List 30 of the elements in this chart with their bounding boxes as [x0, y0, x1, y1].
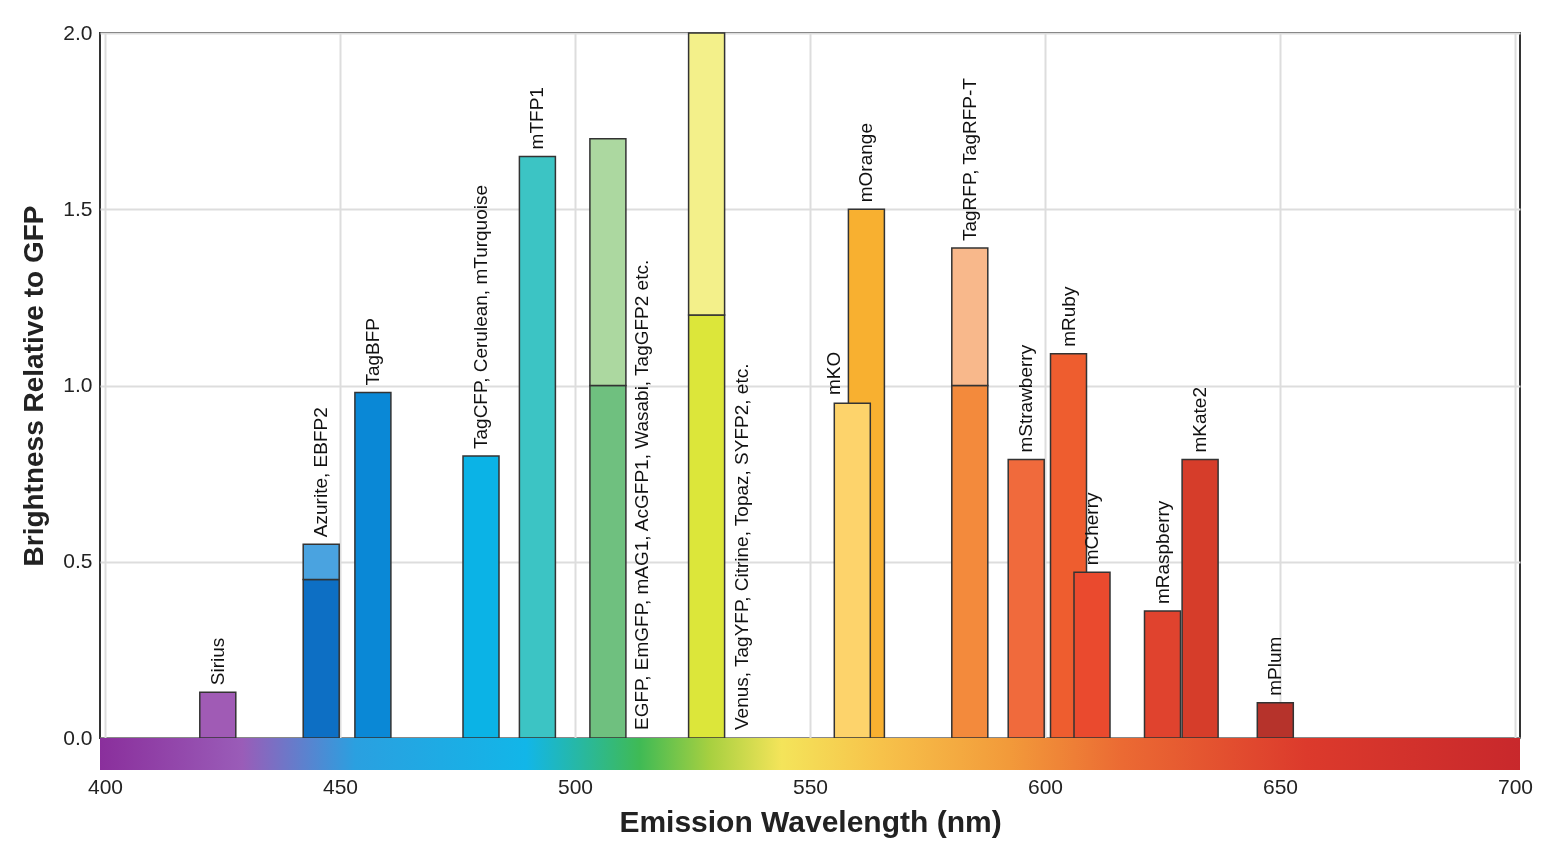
x-axis-title: Emission Wavelength (nm)	[619, 804, 1002, 838]
annotation: mKate2	[1189, 387, 1211, 453]
y-tick-label: 0.0	[63, 725, 93, 749]
y-axis-title: Brightness Relative to GFP	[18, 205, 50, 567]
annotation: mStrawberry	[1015, 344, 1037, 453]
y-tick-label: 1.5	[63, 196, 93, 220]
y-tick-label: 1.0	[63, 373, 93, 396]
annotation: Venus, TagYFP, Citrine, Topaz, SYFP2, etc.	[731, 363, 752, 730]
annotation: mOrange	[855, 123, 877, 203]
annotation: mRaspberry	[1151, 500, 1173, 605]
annotation: mCherry	[1081, 491, 1102, 566]
x-tick-label: 600	[1027, 774, 1064, 798]
annotation: mRuby	[1057, 286, 1079, 347]
annotation: Azurite, EBFP2	[310, 407, 332, 538]
annotation: Sirius	[206, 637, 228, 686]
x-tick-label: 500	[557, 774, 594, 798]
y-tick-label: 0.5	[63, 549, 93, 573]
x-tick-label: 400	[87, 774, 124, 798]
annotation: TagRFP, TagRFP-T	[958, 77, 980, 242]
annotation: TagCFP, Cerulean, mTurquoise	[470, 184, 491, 449]
annotation: TagBFP	[361, 317, 383, 386]
annotation: mKO	[823, 351, 844, 395]
annotation: mPlum	[1264, 636, 1286, 696]
annotation: EGFP, EmGFP, mAG1, AcGFP1, Wasabi, TagGFP2 etc.	[631, 259, 652, 730]
y-tick-label: 2.0	[63, 20, 93, 44]
x-tick-label: 450	[322, 774, 359, 798]
x-tick-label: 650	[1262, 774, 1299, 798]
x-tick-label: 550	[792, 774, 829, 798]
x-tick-label: 700	[1497, 774, 1534, 798]
annotation: mTFP1	[526, 87, 548, 150]
